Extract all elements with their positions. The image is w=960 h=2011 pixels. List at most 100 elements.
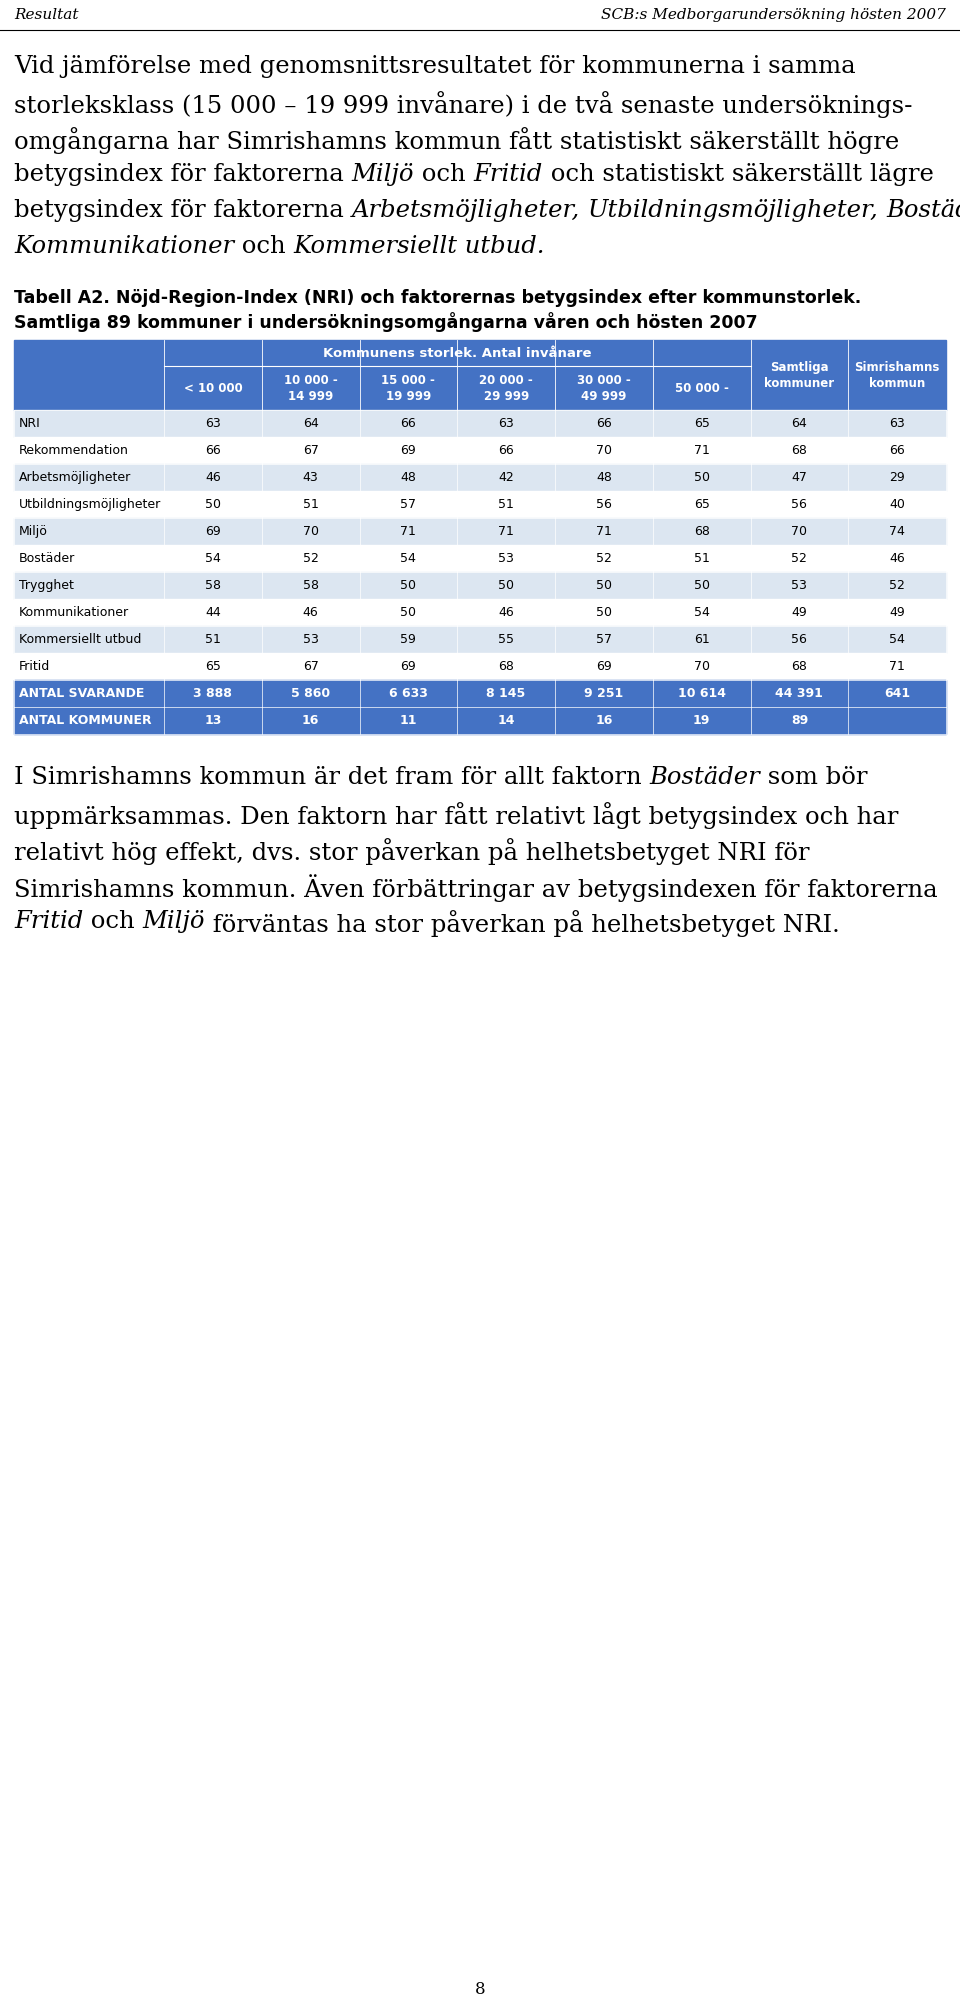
Text: Trygghet: Trygghet <box>19 579 74 591</box>
Bar <box>14 410 946 436</box>
Text: 13: 13 <box>204 714 222 728</box>
Text: storleksklass (15 000 – 19 999 invånare) i de två senaste undersöknings-: storleksklass (15 000 – 19 999 invånare)… <box>14 90 913 119</box>
Text: 29: 29 <box>889 471 905 485</box>
Text: 50: 50 <box>694 471 709 485</box>
Text: 51: 51 <box>498 499 514 511</box>
Text: 51: 51 <box>302 499 319 511</box>
Text: 71: 71 <box>498 525 514 539</box>
Text: 59: 59 <box>400 633 417 646</box>
Text: 46: 46 <box>205 471 221 485</box>
Text: och: och <box>414 163 473 185</box>
Text: 67: 67 <box>302 660 319 674</box>
Text: 65: 65 <box>694 416 709 430</box>
Text: 56: 56 <box>596 499 612 511</box>
Text: 46: 46 <box>498 605 514 619</box>
Bar <box>14 599 946 625</box>
Text: 63: 63 <box>205 416 221 430</box>
Text: 68: 68 <box>498 660 514 674</box>
Text: 66: 66 <box>400 416 417 430</box>
Text: betygsindex för faktorerna: betygsindex för faktorerna <box>14 163 351 185</box>
Text: 51: 51 <box>694 551 709 565</box>
Text: Kommunens storlek. Antal invånare: Kommunens storlek. Antal invånare <box>323 346 591 360</box>
Text: 70: 70 <box>694 660 709 674</box>
Text: Vid jämförelse med genomsnittsresultatet för kommunerna i samma: Vid jämförelse med genomsnittsresultatet… <box>14 54 855 78</box>
Text: Arbetsmöjligheter: Arbetsmöjligheter <box>19 471 132 485</box>
Text: 51: 51 <box>204 633 221 646</box>
Text: 58: 58 <box>204 579 221 591</box>
Text: uppmärksammas. Den faktorn har fått relativt lågt betygsindex och har: uppmärksammas. Den faktorn har fått rela… <box>14 802 899 829</box>
Text: Rekommendation: Rekommendation <box>19 444 129 456</box>
Text: 30 000 -
49 999: 30 000 - 49 999 <box>577 374 631 402</box>
Bar <box>14 465 946 491</box>
Text: 52: 52 <box>302 551 319 565</box>
Text: I Simrishamns kommun är det fram för allt faktorn: I Simrishamns kommun är det fram för all… <box>14 766 649 788</box>
Text: 65: 65 <box>694 499 709 511</box>
Text: 3 888: 3 888 <box>193 688 232 700</box>
Text: Utbildningsmöjligheter,: Utbildningsmöjligheter, <box>588 199 878 221</box>
Text: 10 000 -
14 999: 10 000 - 14 999 <box>284 374 338 402</box>
Text: 42: 42 <box>498 471 514 485</box>
Text: 50: 50 <box>204 499 221 511</box>
Text: Bostäder: Bostäder <box>19 551 75 565</box>
Text: 66: 66 <box>596 416 612 430</box>
Text: Kommersiellt utbud: Kommersiellt utbud <box>19 633 141 646</box>
Text: 52: 52 <box>596 551 612 565</box>
Text: NRI: NRI <box>19 416 40 430</box>
Text: betygsindex för faktorerna: betygsindex för faktorerna <box>14 199 351 221</box>
Text: 50: 50 <box>694 579 709 591</box>
Text: Arbetsmöjligheter,: Arbetsmöjligheter, <box>351 199 580 221</box>
Text: 69: 69 <box>205 525 221 539</box>
Text: 16: 16 <box>595 714 612 728</box>
Text: som bör: som bör <box>760 766 868 788</box>
Text: 70: 70 <box>791 525 807 539</box>
Text: Resultat: Resultat <box>14 8 79 22</box>
Text: 15 000 -
19 999: 15 000 - 19 999 <box>381 374 435 402</box>
Text: 68: 68 <box>791 444 807 456</box>
Text: 55: 55 <box>498 633 515 646</box>
Text: Fritid: Fritid <box>14 911 84 933</box>
Text: 74: 74 <box>889 525 905 539</box>
Text: Simrishamns
kommun: Simrishamns kommun <box>854 360 940 390</box>
Text: 53: 53 <box>302 633 319 646</box>
Text: 69: 69 <box>400 444 417 456</box>
Text: 641: 641 <box>884 688 910 700</box>
Text: 8: 8 <box>474 1981 486 1999</box>
Bar <box>14 680 946 708</box>
Text: Miljö: Miljö <box>143 911 205 933</box>
Text: 67: 67 <box>302 444 319 456</box>
Text: 61: 61 <box>694 633 709 646</box>
Text: Samtliga 89 kommuner i undersökningsomgångarna våren och hösten 2007: Samtliga 89 kommuner i undersökningsomgå… <box>14 312 757 332</box>
Text: 9 251: 9 251 <box>585 688 623 700</box>
Text: Samtliga
kommuner: Samtliga kommuner <box>764 360 834 390</box>
Text: 48: 48 <box>596 471 612 485</box>
Text: 10 614: 10 614 <box>678 688 726 700</box>
Text: 63: 63 <box>889 416 905 430</box>
Text: 71: 71 <box>400 525 417 539</box>
Text: 69: 69 <box>400 660 417 674</box>
Bar <box>14 519 946 545</box>
Text: 8 145: 8 145 <box>487 688 526 700</box>
Text: 50: 50 <box>498 579 515 591</box>
Text: 52: 52 <box>889 579 905 591</box>
Text: relativt hög effekt, dvs. stor påverkan på helhetsbetyget NRI för: relativt hög effekt, dvs. stor påverkan … <box>14 839 809 865</box>
Text: 63: 63 <box>498 416 514 430</box>
Bar <box>14 545 946 571</box>
Text: 89: 89 <box>791 714 808 728</box>
Text: Bostäder,: Bostäder, <box>886 199 960 221</box>
Text: Bostäder: Bostäder <box>649 766 760 788</box>
Text: förväntas ha stor påverkan på helhetsbetyget NRI.: förväntas ha stor påverkan på helhetsbet… <box>205 911 840 937</box>
Text: Kommunikationer: Kommunikationer <box>19 605 130 619</box>
Text: ANTAL KOMMUNER: ANTAL KOMMUNER <box>19 714 152 728</box>
Text: 69: 69 <box>596 660 612 674</box>
Text: 68: 68 <box>694 525 709 539</box>
Text: 52: 52 <box>791 551 807 565</box>
Text: 54: 54 <box>694 605 709 619</box>
Text: 43: 43 <box>302 471 319 485</box>
Text: 71: 71 <box>694 444 709 456</box>
Text: ANTAL SVARANDE: ANTAL SVARANDE <box>19 688 144 700</box>
Text: < 10 000: < 10 000 <box>183 382 242 394</box>
Text: 54: 54 <box>204 551 221 565</box>
Text: 64: 64 <box>791 416 807 430</box>
Text: 66: 66 <box>205 444 221 456</box>
Bar <box>14 340 946 410</box>
